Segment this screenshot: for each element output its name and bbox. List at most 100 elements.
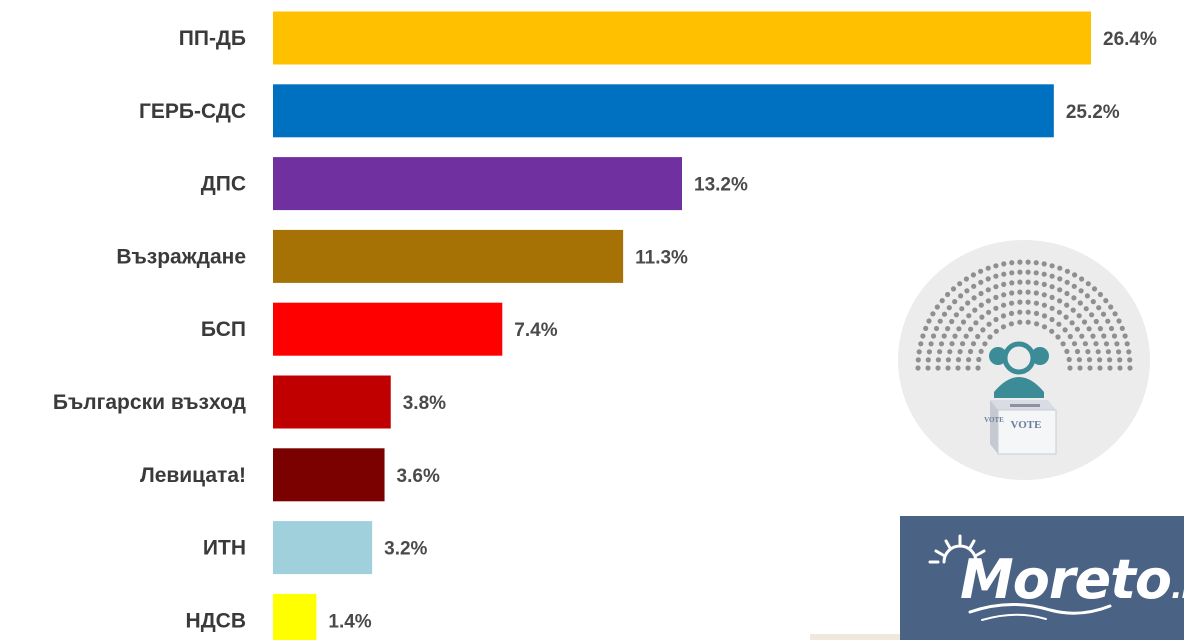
seat-dot bbox=[1095, 349, 1101, 355]
seat-dot bbox=[1093, 318, 1099, 325]
seat-dot bbox=[1041, 271, 1047, 277]
sun-icon bbox=[928, 534, 1112, 621]
seat-dot bbox=[978, 290, 984, 297]
seat-dot bbox=[1049, 305, 1055, 311]
seat-dot bbox=[976, 356, 982, 363]
seat-dot bbox=[964, 288, 970, 294]
seat-dot bbox=[938, 341, 945, 347]
seat-dot bbox=[926, 318, 932, 324]
seat-dot bbox=[1049, 328, 1055, 334]
seat-dot bbox=[986, 309, 992, 315]
seat-dot bbox=[1017, 279, 1023, 285]
seat-dot bbox=[1076, 357, 1082, 363]
seat-dot bbox=[928, 341, 934, 347]
seat-dot bbox=[1117, 365, 1123, 371]
seat-dot bbox=[959, 306, 965, 312]
seat-dot bbox=[1049, 294, 1055, 300]
seat-dot bbox=[1091, 286, 1098, 292]
seat-dot bbox=[1057, 287, 1063, 293]
seat-dot bbox=[1033, 280, 1039, 286]
seat-dot bbox=[1093, 341, 1099, 347]
seat-dot bbox=[1117, 357, 1123, 363]
seat-dot bbox=[915, 357, 921, 363]
logo-text: Moreto.net bbox=[960, 548, 1184, 611]
seat-dot bbox=[1067, 365, 1073, 371]
seat-dot bbox=[993, 328, 999, 334]
seat-dot bbox=[993, 305, 999, 311]
seat-dot bbox=[1025, 319, 1031, 325]
seat-dot bbox=[1072, 272, 1078, 278]
category-label: ПП-ДБ bbox=[179, 27, 246, 50]
category-label: Левицата! bbox=[140, 464, 246, 487]
seat-dot bbox=[1055, 334, 1061, 340]
seat-dot bbox=[1083, 306, 1089, 312]
seat-dot bbox=[1017, 289, 1023, 295]
category-label: ДПС bbox=[201, 173, 246, 196]
seat-dot bbox=[1086, 357, 1093, 363]
seat-dot bbox=[1009, 260, 1015, 266]
seat-dot bbox=[934, 304, 940, 310]
seat-dot bbox=[1084, 293, 1090, 299]
value-label: 13.2% bbox=[694, 175, 748, 196]
seat-dot bbox=[953, 312, 959, 318]
seat-dot bbox=[1025, 289, 1031, 295]
seat-dot bbox=[935, 365, 941, 371]
seat-dot bbox=[965, 365, 971, 371]
voter-icon bbox=[989, 341, 1049, 398]
seat-dot bbox=[1041, 261, 1047, 267]
seat-dot bbox=[1116, 318, 1122, 324]
ballot-side-label: VOTE bbox=[984, 416, 1004, 424]
seat-dot bbox=[926, 349, 932, 355]
seat-dot bbox=[982, 341, 988, 347]
seat-dot bbox=[1064, 290, 1070, 297]
seat-dot bbox=[1008, 321, 1014, 327]
seat-dot bbox=[935, 357, 941, 363]
seat-dot bbox=[1112, 311, 1118, 317]
seat-dot bbox=[963, 276, 969, 282]
seat-dot bbox=[941, 311, 948, 317]
seat-dot bbox=[1074, 326, 1080, 332]
seat-dot bbox=[993, 273, 999, 279]
seat-dot bbox=[952, 299, 958, 305]
seat-dot bbox=[1041, 313, 1048, 319]
seat-dot bbox=[1103, 341, 1110, 347]
seat-dot bbox=[949, 341, 955, 347]
seat-dot bbox=[918, 341, 924, 347]
seat-dot bbox=[923, 325, 929, 331]
seat-dot bbox=[1078, 288, 1084, 294]
value-label: 3.6% bbox=[397, 466, 440, 487]
seat-dot bbox=[1064, 279, 1070, 285]
seat-dot bbox=[985, 265, 991, 271]
logo-name: Moreto bbox=[960, 548, 1172, 611]
seat-dot bbox=[1111, 333, 1118, 339]
seat-dot bbox=[985, 276, 991, 282]
category-label: НДСВ bbox=[186, 609, 246, 632]
seat-dot bbox=[1122, 333, 1128, 339]
seat-dot bbox=[1063, 314, 1069, 320]
seat-dot bbox=[1049, 273, 1055, 279]
vote-badge-icon: VOTE VOTE bbox=[898, 240, 1150, 480]
seat-dot bbox=[1100, 311, 1107, 317]
seat-dot bbox=[993, 294, 999, 300]
seat-dot bbox=[1017, 259, 1023, 265]
seat-dot bbox=[986, 321, 992, 327]
seat-dot bbox=[1001, 302, 1007, 308]
seat-dot bbox=[939, 298, 945, 304]
moreto-logo[interactable]: Moreto.net bbox=[900, 516, 1184, 640]
seat-dot bbox=[958, 293, 964, 299]
value-label: 25.2% bbox=[1066, 102, 1120, 123]
value-label: 26.4% bbox=[1103, 29, 1157, 50]
seat-dot bbox=[916, 349, 922, 355]
seat-dot bbox=[1127, 365, 1133, 371]
seat-dot bbox=[945, 357, 951, 363]
seat-dot bbox=[1064, 302, 1070, 308]
seat-dot bbox=[1105, 318, 1111, 324]
seat-dot bbox=[978, 268, 984, 274]
seat-dot bbox=[957, 281, 963, 287]
seat-dot bbox=[1033, 300, 1039, 306]
seat-dot bbox=[1062, 327, 1068, 333]
seat-dot bbox=[930, 333, 937, 339]
seat-dot bbox=[1071, 341, 1078, 347]
bar bbox=[273, 593, 317, 640]
seat-dot bbox=[945, 291, 951, 298]
